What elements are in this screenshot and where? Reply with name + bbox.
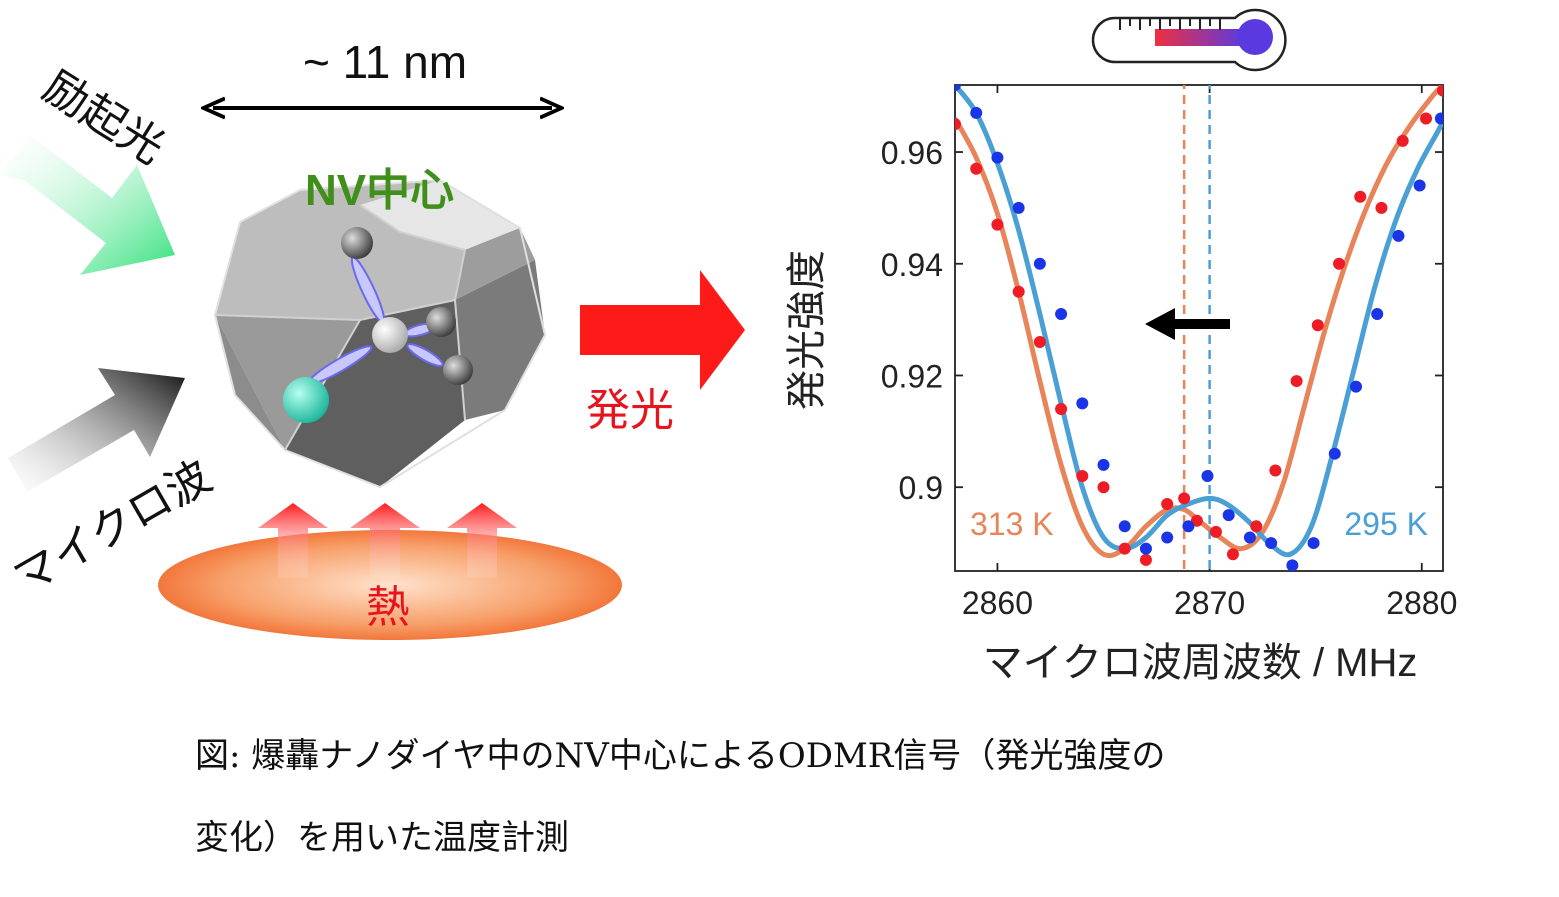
data-point-1 bbox=[1182, 520, 1195, 533]
data-point-1 bbox=[1371, 308, 1384, 321]
data-point-1 bbox=[1328, 447, 1341, 460]
figure: ~ 11 nm 励起光 マイクロ波 熱 bbox=[0, 8, 1457, 685]
data-point-0 bbox=[1354, 190, 1367, 203]
emission-label: 発光 bbox=[586, 386, 674, 435]
data-point-1 bbox=[1139, 542, 1152, 555]
data-point-0 bbox=[1012, 285, 1025, 298]
x-tick-label: 2860 bbox=[962, 585, 1033, 621]
data-point-1 bbox=[1097, 458, 1110, 471]
data-point-0 bbox=[1118, 542, 1131, 555]
heat-arrow-1 bbox=[258, 503, 328, 578]
data-point-0 bbox=[1209, 525, 1222, 538]
data-point-1 bbox=[1118, 520, 1131, 533]
excitation-arrow bbox=[0, 135, 175, 275]
data-point-0 bbox=[1076, 470, 1089, 483]
data-point-1 bbox=[1434, 112, 1443, 125]
data-point-0 bbox=[955, 118, 961, 131]
data-point-0 bbox=[1396, 134, 1409, 147]
data-point-0 bbox=[1178, 492, 1191, 505]
figure-caption-line1: 図: 爆轟ナノダイヤ中のNV中心によるODMR信号（発光強度の bbox=[195, 736, 1166, 776]
series-label-295k: 295 K bbox=[1344, 506, 1428, 542]
y-tick-label: 0.92 bbox=[881, 358, 943, 394]
data-point-1 bbox=[1350, 380, 1363, 393]
data-point-1 bbox=[1286, 559, 1299, 571]
data-point-0 bbox=[1226, 548, 1239, 561]
odmr-chart: 0.9 0.92 0.94 0.96 2860 2870 2880 発光強度 マイクロ波周… bbox=[785, 8, 1457, 685]
shift-arrow bbox=[1145, 308, 1230, 340]
vacancy-atom bbox=[372, 317, 408, 353]
y-tick-label: 0.94 bbox=[881, 247, 943, 283]
x-tick-label: 2870 bbox=[1174, 585, 1245, 621]
data-point-0 bbox=[1437, 85, 1443, 97]
data-point-1 bbox=[970, 106, 983, 119]
data-point-1 bbox=[1265, 537, 1278, 550]
data-point-1 bbox=[1243, 531, 1256, 544]
data-point-0 bbox=[991, 218, 1004, 231]
y-axis-label: 発光強度 bbox=[785, 250, 829, 410]
plot-frame bbox=[954, 84, 1444, 572]
series-line-1 bbox=[955, 85, 1443, 558]
data-point-0 bbox=[1420, 112, 1433, 125]
data-point-0 bbox=[1290, 375, 1303, 388]
data-point-1 bbox=[1222, 509, 1235, 522]
data-point-0 bbox=[1139, 553, 1152, 566]
series-label-313k: 313 K bbox=[970, 506, 1054, 542]
data-point-0 bbox=[1250, 520, 1263, 533]
data-point-0 bbox=[1269, 464, 1282, 477]
carbon-atom bbox=[426, 307, 456, 337]
data-point-0 bbox=[1055, 403, 1068, 415]
data-point-0 bbox=[1190, 514, 1203, 527]
data-point-1 bbox=[1161, 531, 1174, 544]
data-point-0 bbox=[1333, 257, 1346, 270]
carbon-atom bbox=[341, 227, 373, 259]
data-point-1 bbox=[1413, 179, 1426, 192]
data-point-1 bbox=[1201, 470, 1214, 483]
data-point-1 bbox=[1076, 397, 1089, 410]
heat-arrow-2 bbox=[350, 503, 420, 578]
microwave-arrow bbox=[8, 368, 185, 492]
left-diagram: ~ 11 nm 励起光 マイクロ波 熱 bbox=[0, 36, 745, 640]
data-point-1 bbox=[1055, 308, 1068, 321]
x-axis-label: マイクロ波周波数 / MHz bbox=[983, 641, 1418, 685]
data-point-1 bbox=[1033, 257, 1046, 270]
carbon-atom bbox=[443, 355, 473, 385]
data-point-1 bbox=[1307, 537, 1320, 550]
size-label: ~ 11 nm bbox=[303, 36, 467, 88]
heat-source bbox=[158, 530, 622, 640]
y-tick-label: 0.96 bbox=[881, 135, 943, 171]
emission-arrow bbox=[580, 270, 745, 390]
nanodiamond bbox=[213, 178, 547, 489]
data-point-0 bbox=[1375, 201, 1388, 214]
data-point-0 bbox=[970, 162, 983, 175]
data-point-0 bbox=[1033, 335, 1046, 348]
data-point-0 bbox=[1097, 481, 1110, 494]
data-point-1 bbox=[955, 85, 961, 91]
data-point-1 bbox=[1392, 229, 1405, 242]
x-tick-label: 2880 bbox=[1386, 585, 1457, 621]
data-point-1 bbox=[1012, 201, 1025, 214]
nitrogen-atom bbox=[283, 377, 329, 423]
y-tick-label: 0.9 bbox=[899, 470, 943, 506]
nv-molecule bbox=[283, 227, 473, 423]
nv-label: NV中心 bbox=[305, 166, 454, 215]
data-point-0 bbox=[1311, 319, 1324, 332]
heat-label: 熱 bbox=[366, 583, 410, 632]
thermometer-icon bbox=[1091, 8, 1287, 72]
heat-arrow-3 bbox=[447, 503, 517, 578]
figure-caption-line2: 変化）を用いた温度計測 bbox=[195, 818, 569, 858]
data-point-0 bbox=[1161, 497, 1174, 510]
data-point-1 bbox=[991, 151, 1004, 164]
